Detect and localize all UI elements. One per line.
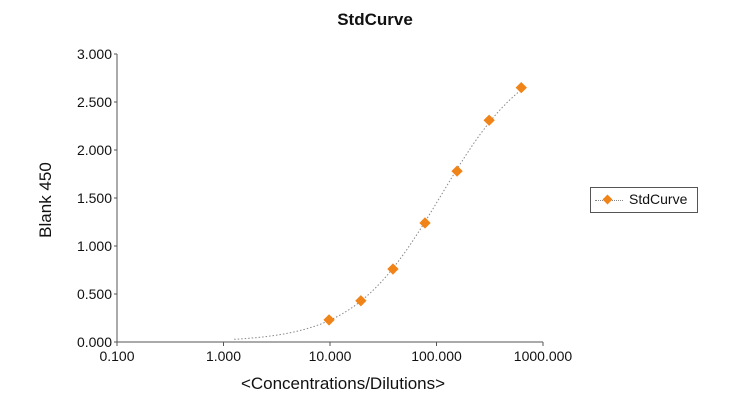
- legend-label: StdCurve: [629, 191, 688, 207]
- data-point-diamond-icon: [387, 263, 399, 275]
- x-tick-label: 10.000: [309, 348, 352, 364]
- data-point-diamond-icon: [419, 217, 431, 229]
- data-points: [323, 81, 527, 326]
- data-point-diamond-icon: [515, 81, 527, 94]
- y-tick-label: 3.000: [77, 46, 112, 62]
- y-tick-label: 2.500: [77, 94, 112, 110]
- x-axis-label: <Concentrations/Dilutions>: [240, 374, 446, 393]
- y-tick-label: 1.500: [77, 190, 112, 206]
- x-tick-label: 1000.000: [514, 348, 573, 364]
- x-tick-label: 1.000: [206, 348, 241, 364]
- x-tick-label: 100.000: [411, 348, 462, 364]
- y-tick-label: 1.000: [77, 238, 112, 254]
- fit-curve: [234, 90, 520, 340]
- legend: StdCurve: [590, 187, 698, 213]
- data-point-diamond-icon: [323, 314, 335, 326]
- data-point-diamond-icon: [355, 295, 367, 307]
- x-tick-label: 0.100: [99, 348, 134, 364]
- data-point-diamond-icon: [451, 165, 463, 177]
- y-tick-label: 0.000: [77, 334, 112, 350]
- axes: 0.000 0.500 1.000 1.500 2.000 2.500 3.000 0.100…: [77, 46, 572, 364]
- chart-title: StdCurve: [337, 10, 413, 29]
- data-point-diamond-icon: [483, 114, 495, 126]
- y-tick-label: 0.500: [77, 286, 112, 302]
- y-tick-label: 2.000: [77, 142, 112, 158]
- diamond-marker-icon: [602, 194, 613, 205]
